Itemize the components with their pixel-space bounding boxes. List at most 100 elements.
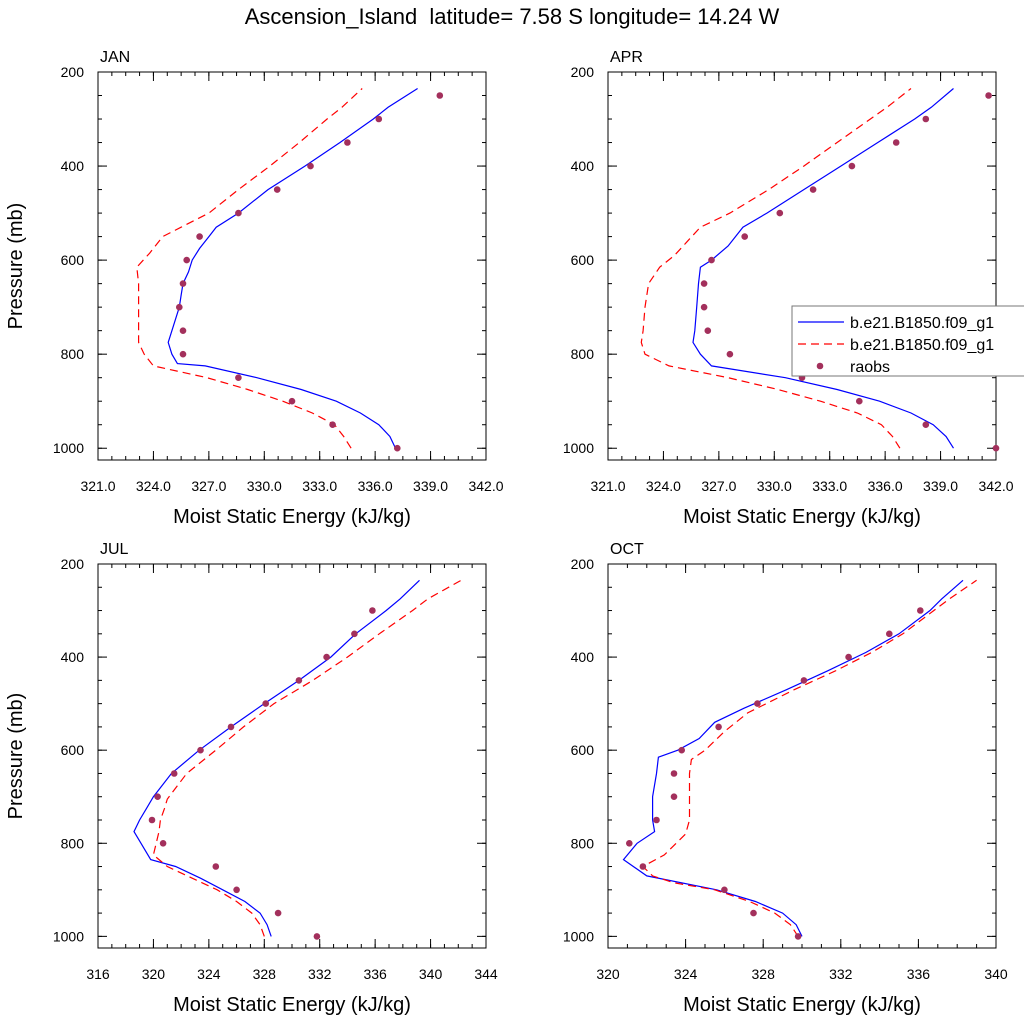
legend-label: raobs bbox=[850, 359, 890, 376]
y-tick-label: 200 bbox=[61, 64, 85, 80]
y-tick-label: 200 bbox=[571, 556, 595, 572]
raobs-point bbox=[704, 327, 712, 335]
raobs-point bbox=[329, 421, 336, 429]
series-line-1 bbox=[622, 579, 964, 937]
raobs-point bbox=[313, 933, 321, 940]
raobs-point bbox=[154, 793, 161, 800]
x-tick-label: 336.0 bbox=[358, 478, 393, 494]
raobs-point bbox=[295, 677, 303, 684]
raobs-point bbox=[179, 280, 187, 287]
series-line-1 bbox=[692, 88, 955, 449]
raobs-point bbox=[323, 653, 330, 661]
x-tick-label: 316 bbox=[86, 966, 110, 982]
x-tick-label: 332 bbox=[829, 966, 853, 982]
x-tick-label: 342.0 bbox=[468, 478, 503, 494]
x-tick-label: 336.0 bbox=[868, 478, 903, 494]
raobs-point bbox=[856, 397, 863, 405]
y-axis-label: Pressure (mb) bbox=[5, 693, 27, 820]
series-line-2 bbox=[640, 88, 912, 449]
raobs-point bbox=[715, 723, 722, 731]
raobs-point bbox=[992, 444, 1000, 452]
raobs-point bbox=[848, 162, 856, 170]
raobs-point bbox=[985, 92, 992, 99]
x-tick-label: 339.0 bbox=[923, 478, 958, 494]
x-tick-label: 333.0 bbox=[302, 478, 337, 494]
x-tick-label: 344 bbox=[474, 966, 498, 982]
y-tick-label: 400 bbox=[571, 649, 595, 665]
figure-title: Ascension_Island latitude= 7.58 S longit… bbox=[244, 4, 780, 29]
legend: b.e21.B1850.f09_g1 b.e21.B1850.f09_g1raob… bbox=[791, 305, 1024, 377]
raobs-point bbox=[159, 840, 167, 847]
raobs-point bbox=[235, 209, 242, 217]
x-axis-label: Moist Static Energy (kJ/kg) bbox=[683, 506, 921, 528]
raobs-point bbox=[917, 607, 924, 614]
raobs-point bbox=[212, 863, 220, 870]
raobs-point bbox=[344, 139, 351, 146]
y-tick-label: 1000 bbox=[563, 440, 594, 456]
raobs-point bbox=[708, 256, 715, 264]
raobs-point bbox=[800, 677, 808, 684]
series-line-2 bbox=[152, 579, 462, 937]
x-tick-label: 342.0 bbox=[978, 478, 1013, 494]
raobs-point bbox=[436, 92, 444, 99]
panel-label: JUL bbox=[100, 541, 129, 558]
legend-label: b.e21.B1850.f09_g1 bbox=[850, 337, 994, 354]
y-axis-label: Pressure (mb) bbox=[5, 203, 27, 330]
raobs-point bbox=[235, 374, 242, 382]
y-tick-label: 1000 bbox=[53, 928, 84, 944]
raobs-point bbox=[274, 909, 282, 917]
raobs-point bbox=[176, 303, 183, 311]
x-tick-label: 324.0 bbox=[646, 478, 681, 494]
panel-label: OCT bbox=[610, 541, 644, 558]
y-tick-label: 800 bbox=[61, 835, 85, 851]
y-tick-label: 800 bbox=[571, 346, 595, 362]
y-tick-label: 800 bbox=[571, 835, 595, 851]
panel-label: JAN bbox=[100, 49, 130, 66]
x-tick-label: 336 bbox=[907, 966, 931, 982]
raobs-point bbox=[809, 186, 817, 193]
x-tick-label: 333.0 bbox=[812, 478, 847, 494]
raobs-point bbox=[197, 746, 204, 754]
panel-jan: 321.0 324.0 327.0 330.0 333.0 336.0 339.0 342.0… bbox=[5, 49, 504, 528]
raobs-point bbox=[148, 816, 156, 824]
y-tick-label: 400 bbox=[61, 649, 85, 665]
raobs-point bbox=[886, 630, 893, 638]
raobs-point bbox=[375, 115, 383, 123]
raobs-point bbox=[700, 303, 708, 311]
raobs-point bbox=[179, 350, 187, 358]
x-tick-label: 327.0 bbox=[701, 478, 736, 494]
x-tick-label: 320 bbox=[142, 966, 166, 982]
plot-frame bbox=[607, 71, 997, 461]
raobs-point bbox=[922, 421, 930, 429]
x-tick-label: 330.0 bbox=[757, 478, 792, 494]
x-axis-label: Moist Static Energy (kJ/kg) bbox=[173, 506, 411, 528]
y-tick-label: 600 bbox=[61, 252, 85, 268]
y-tick-label: 600 bbox=[61, 742, 85, 758]
y-tick-label: 400 bbox=[571, 158, 595, 174]
raobs-point bbox=[639, 863, 647, 870]
raobs-point bbox=[892, 139, 900, 146]
x-tick-label: 324 bbox=[674, 966, 698, 982]
raobs-point bbox=[670, 770, 678, 777]
x-tick-label: 340 bbox=[419, 966, 443, 982]
y-tick-label: 200 bbox=[61, 556, 85, 572]
raobs-point bbox=[626, 840, 633, 847]
series-line-2 bbox=[641, 579, 977, 937]
raobs-point bbox=[307, 162, 314, 170]
x-tick-label: 324.0 bbox=[136, 478, 171, 494]
raobs-point bbox=[750, 909, 757, 917]
x-tick-label: 336 bbox=[363, 966, 387, 982]
panel-oct: 320 324 328 332 336 340 200 400 600 800 1000 OCT Moi… bbox=[563, 541, 1008, 1016]
raobs-point bbox=[262, 700, 270, 707]
panel-label: APR bbox=[610, 49, 643, 66]
x-tick-label: 321.0 bbox=[80, 478, 115, 494]
raobs-point bbox=[233, 886, 240, 894]
raobs-point bbox=[721, 886, 728, 894]
legend-box bbox=[791, 305, 1024, 377]
raobs-point bbox=[700, 280, 708, 287]
raobs-point bbox=[394, 444, 401, 452]
raobs-point bbox=[179, 327, 187, 335]
series-line-2 bbox=[136, 88, 363, 449]
raobs-point bbox=[273, 186, 281, 193]
